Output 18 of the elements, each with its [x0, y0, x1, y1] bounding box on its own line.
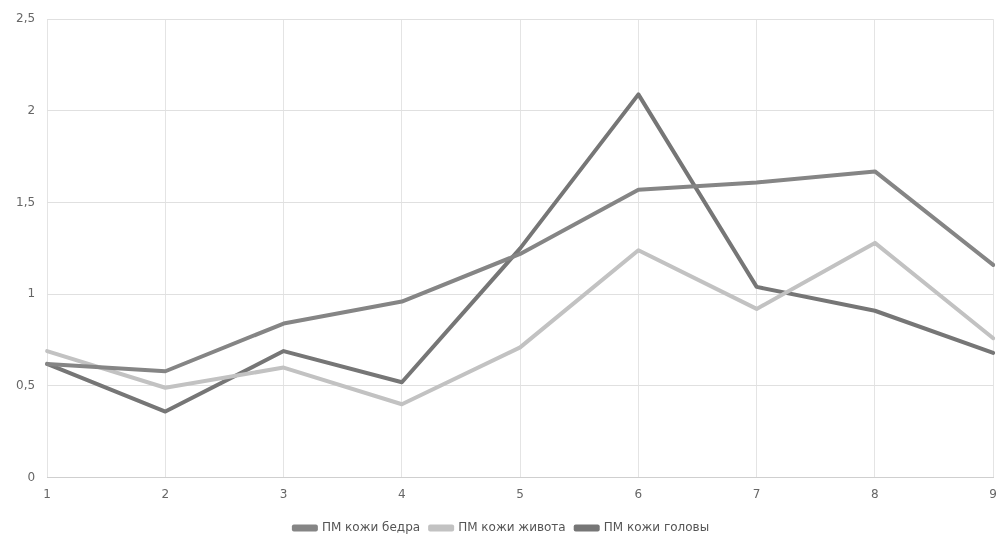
x-tick-label: 2: [161, 486, 170, 501]
x-tick-label: 7: [752, 486, 761, 501]
y-tick-label: 1: [27, 286, 36, 301]
legend-label: ПМ кожи живота: [458, 520, 566, 535]
x-tick-label: 8: [871, 486, 879, 501]
x-tick-label: 4: [398, 486, 406, 501]
y-tick-label: 0: [27, 469, 36, 484]
y-tick-label: 1,5: [15, 194, 36, 209]
x-tick-label: 5: [516, 486, 524, 501]
y-tick-label: 2,5: [15, 11, 36, 26]
x-tick-label: 1: [43, 486, 51, 501]
x-tick-label: 9: [989, 486, 997, 501]
legend-label: ПМ кожи бедра: [321, 520, 421, 535]
x-tick-label: 6: [634, 486, 643, 501]
x-tick-label: 3: [279, 486, 288, 501]
y-tick-label: 2: [27, 103, 36, 117]
y-tick-label: 0,5: [15, 378, 36, 393]
legend-label: ПМ кожи головы: [603, 520, 710, 535]
